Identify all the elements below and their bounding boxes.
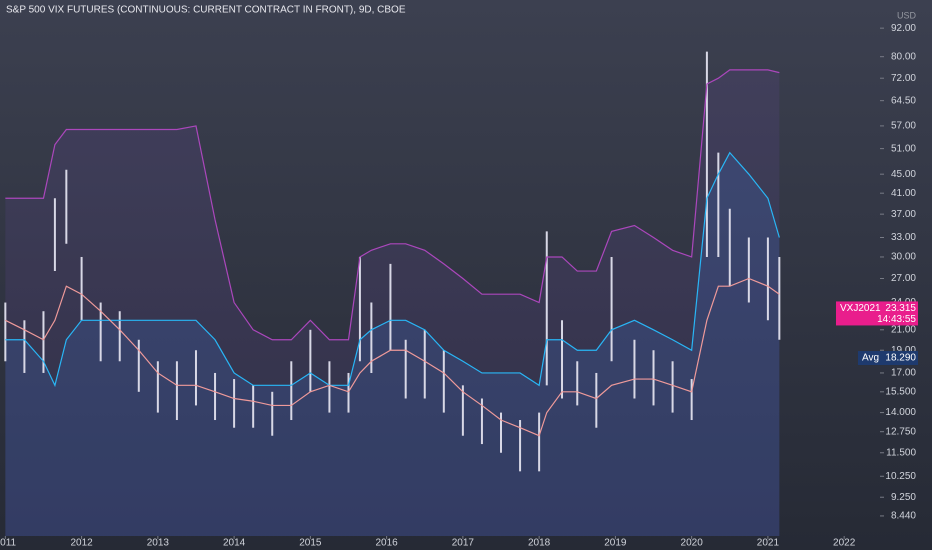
band-fill: [5, 69, 780, 536]
y-tick-label: 57.00: [891, 121, 916, 132]
band-line: [5, 151, 780, 388]
average-box: [858, 351, 918, 366]
y-tick-label: 41.00: [891, 188, 916, 199]
y-tick-label: 37.00: [891, 209, 916, 220]
x-tick-label: 2017: [452, 538, 475, 549]
y-tick-label: 12.750: [885, 426, 916, 437]
x-tick-label: 2016: [375, 538, 398, 549]
currency: USD: [897, 10, 917, 20]
y-tick-label: 92.00: [891, 23, 916, 34]
chart-title: S&P 500 VIX FUTURES (CONTINUOUS: CURRENT…: [6, 5, 406, 16]
y-tick-label: 64.50: [891, 95, 916, 106]
y-tick-label: 27.00: [891, 273, 916, 284]
last-price-box: [836, 301, 918, 326]
x-tick-label: 2014: [223, 538, 246, 549]
last-price-label: 23.315: [885, 303, 916, 314]
y-tick-label: 80.00: [891, 51, 916, 62]
y-tick-label: 11.500: [886, 447, 916, 458]
y-tick-label: 51.00: [891, 143, 916, 154]
band-line: [5, 69, 780, 341]
y-tick-label: 19.00: [891, 345, 916, 356]
x-tick-label: 2011: [0, 538, 17, 549]
y-tick-label: 21.00: [891, 324, 916, 335]
x-tick-label: 2012: [70, 538, 93, 549]
band-fill: [5, 152, 780, 536]
x-tick-label: 2018: [528, 538, 551, 549]
y-tick-label: 17.00: [891, 368, 916, 379]
x-tick-label: 2021: [757, 538, 780, 549]
last-price-name: VXJ2021: [840, 303, 881, 314]
x-tick-label: 2013: [147, 538, 170, 549]
countdown: 14:43:55: [877, 314, 916, 325]
y-tick-label: 15.500: [885, 386, 916, 397]
average-label: 18.290: [885, 353, 916, 364]
y-tick-label: 8.440: [891, 511, 916, 522]
average-name: Avg: [862, 353, 879, 364]
x-tick-label: 2022: [833, 538, 856, 549]
y-tick-label: 30.00: [891, 252, 916, 263]
y-tick-label: 45.00: [891, 169, 916, 180]
x-tick-label: 2015: [299, 538, 322, 549]
x-tick-label: 2019: [604, 538, 627, 549]
plot-area: [4, 51, 781, 536]
y-tick-label: 10.250: [885, 471, 916, 482]
band-line: [5, 277, 780, 437]
y-tick-label: 33.00: [891, 232, 916, 243]
y-tick-label: 72.00: [891, 73, 916, 84]
y-tick-label: 9.250: [891, 492, 916, 503]
y-tick-label: 14.000: [885, 407, 916, 418]
x-tick-label: 2020: [681, 538, 704, 549]
